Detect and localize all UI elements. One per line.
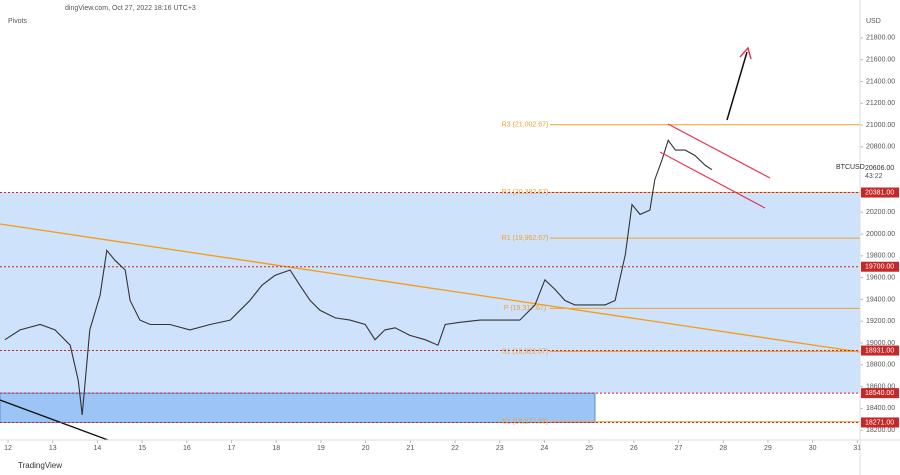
x-tick-label: 15 [138,445,146,452]
level-tag [861,345,899,356]
y-tick-label: 20800.00 [866,144,895,151]
last-price: 20606.00 [865,165,894,172]
y-tick-label: 21400.00 [866,78,895,85]
level-tag [861,388,899,399]
y-tick-label: 19000.00 [866,340,895,347]
y-tick-label: 21000.00 [866,122,895,129]
trend-line [0,399,109,441]
x-tick-label: 24 [541,445,549,452]
channel-line [667,123,771,179]
pivot-label: R3 (21,002.67) [502,122,549,129]
level-label: 18271.00 [865,419,894,426]
brand: TradingView [18,461,62,470]
x-tick-label: 20 [362,445,370,452]
currency: USD [866,18,881,25]
zone [0,192,860,394]
x-tick-label: 14 [94,445,102,452]
symbol: BTCUSD [836,164,865,171]
zones [0,192,860,423]
y-tick-label: 19200.00 [866,318,895,325]
pivot-label: R1 (19,962.67) [502,235,549,242]
y-tick-label: 18800.00 [866,362,895,369]
price-tag [861,163,899,181]
x-tick-label: 30 [809,445,817,452]
level-label: 20381.00 [865,189,894,196]
x-tick-label: 19 [317,445,325,452]
x-tick-label: 22 [451,445,459,452]
level-tag [861,261,899,272]
level-tag [861,187,899,198]
y-tick-label: 21800.00 [866,35,895,42]
level-tag [861,417,899,428]
x-tick-label: 31 [853,445,861,452]
x-tick-label: 16 [183,445,191,452]
axes: 18200.00 18400.00 18600.00 18800.00 19000.00… [4,35,895,452]
x-tick-label: 13 [49,445,57,452]
plot: R3 (21,002.67)R2 (20,382.67)R1 (19,962.6… [0,122,899,428]
x-tick-label: 29 [764,445,772,452]
y-tick-label: 18400.00 [866,405,895,412]
y-tick-label: 21200.00 [866,100,895,107]
source: dingView.com, Oct 27, 2022 18:16 UTC+3 [65,5,196,12]
countdown: 43:22 [865,173,883,180]
arrow [726,51,748,121]
y-tick-label: 19800.00 [866,253,895,260]
y-tick-label: 20200.00 [866,209,895,216]
arrow-head [739,46,752,60]
x-tick-label: 17 [228,445,236,452]
level-label: 18540.00 [865,390,894,397]
level-label: 19700.00 [865,264,894,271]
channel-line [659,151,766,209]
pivot-label: P (19,317.67) [504,305,546,312]
indicator: Pivots [8,18,28,25]
zone [0,392,596,423]
level-label: 18931.00 [865,347,894,354]
trend-line [0,223,861,353]
price-line [4,139,713,415]
y-tick-label: 19600.00 [866,274,895,281]
x-tick-label: 27 [675,445,683,452]
y-tick-label: 20000.00 [866,231,895,238]
x-tick-label: 21 [406,445,414,452]
x-tick-label: 25 [585,445,593,452]
y-tick-label: 18200.00 [866,427,895,434]
y-tick-label: 18600.00 [866,383,895,390]
x-tick-label: 18 [272,445,280,452]
x-tick-label: 12 [4,445,12,452]
x-tick-label: 26 [630,445,638,452]
y-tick-label: 21600.00 [866,57,895,64]
pivot-label: S1 (18,922.67) [502,348,548,355]
y-tick-label: 19400.00 [866,296,895,303]
x-tick-label: 23 [496,445,504,452]
x-tick-label: 28 [719,445,727,452]
